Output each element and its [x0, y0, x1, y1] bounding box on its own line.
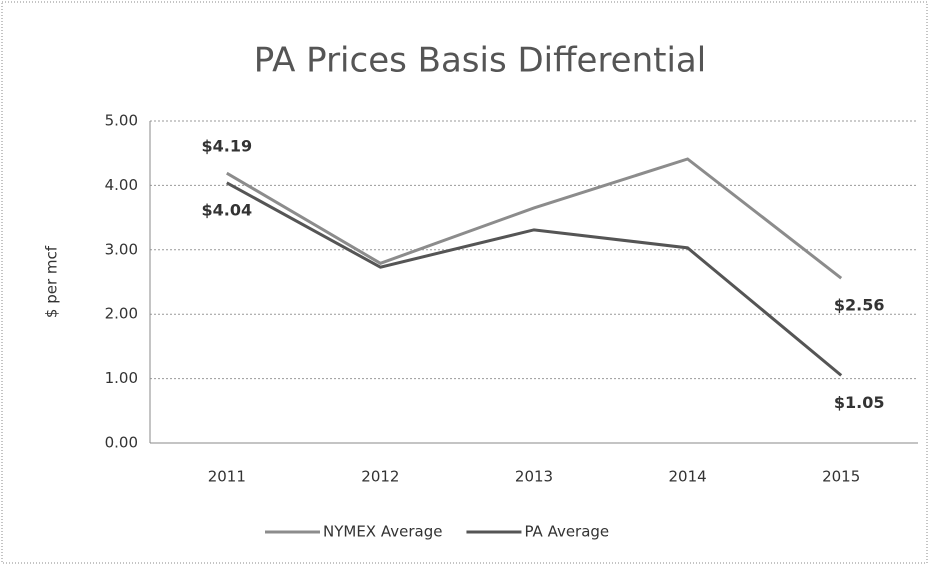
- y-axis-label: $ per mcf: [43, 245, 61, 318]
- data-label: $4.19: [201, 137, 252, 156]
- x-tick-label: 2011: [208, 468, 246, 486]
- y-tick-label: 5.00: [105, 112, 138, 130]
- y-tick-label: 2.00: [105, 305, 138, 323]
- data-label: $4.04: [201, 200, 252, 219]
- y-tick-label: 4.00: [105, 176, 138, 194]
- x-tick-label: 2014: [669, 468, 707, 486]
- x-tick-label: 2012: [361, 468, 399, 486]
- x-tick-label: 2015: [822, 468, 860, 486]
- legend-label: PA Average: [524, 523, 609, 541]
- y-tick-label: 3.00: [105, 240, 138, 258]
- y-tick-label: 0.00: [105, 434, 138, 452]
- data-label: $2.56: [834, 296, 885, 315]
- x-tick-label: 2013: [515, 468, 553, 486]
- series-line: [226, 157, 843, 280]
- data-label: $1.05: [834, 393, 885, 412]
- y-tick-label: 1.00: [105, 369, 138, 387]
- series-line: [226, 181, 843, 377]
- legend-label: NYMEX Average: [323, 523, 442, 541]
- chart-title: PA Prices Basis Differential: [254, 41, 706, 81]
